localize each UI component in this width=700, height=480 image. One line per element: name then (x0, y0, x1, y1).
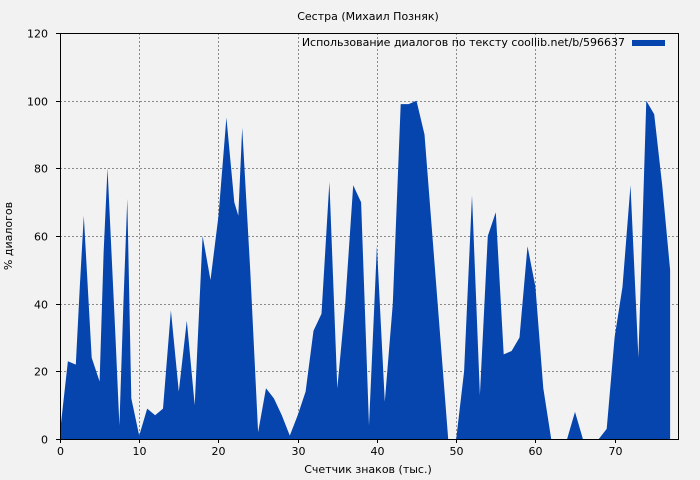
legend-swatch (632, 40, 665, 46)
grid (60, 33, 678, 439)
y-tick-label: 40 (34, 299, 48, 312)
x-tick-label: 70 (609, 445, 623, 458)
legend: Использование диалогов по тексту coollib… (302, 36, 665, 49)
x-tick-label: 30 (292, 445, 306, 458)
series-area (60, 100, 671, 439)
x-tick-label: 60 (529, 445, 543, 458)
plot-frame (60, 33, 679, 440)
y-tick-label: 120 (27, 28, 48, 41)
x-tick-label: 0 (57, 445, 64, 458)
x-tick-label: 40 (371, 445, 385, 458)
y-tick-label: 80 (34, 163, 48, 176)
x-axis-label: Счетчик знаков (тыс.) (304, 463, 432, 476)
x-tick-label: 10 (133, 445, 147, 458)
chart-title: Сестра (Михаил Позняк) (297, 10, 439, 23)
x-tick-label: 50 (450, 445, 464, 458)
y-tick-label: 0 (41, 434, 48, 447)
legend-label: Использование диалогов по тексту coollib… (302, 36, 625, 49)
y-tick-label: 60 (34, 231, 48, 244)
y-tick-label: 100 (27, 96, 48, 109)
y-tick-label: 20 (34, 366, 48, 379)
x-tick-label: 20 (212, 445, 226, 458)
y-axis-label: % диалогов (2, 202, 15, 270)
axis-ticks: 0 10 20 30 40 50 60 70 0 20 40 60 80 100 120 (27, 28, 623, 459)
